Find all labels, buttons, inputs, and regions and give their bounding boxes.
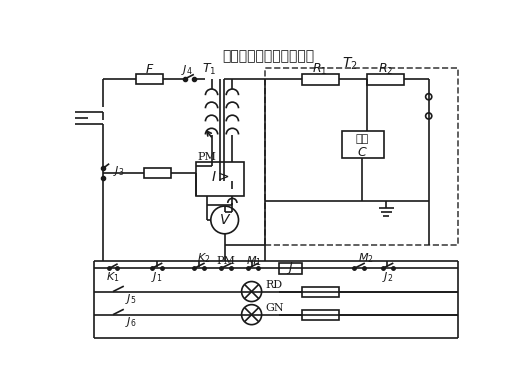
Text: 试件: 试件 [356,134,369,144]
Text: 手动升压试验装置线路图: 手动升压试验装置线路图 [223,49,314,63]
Bar [302,287,339,297]
Text: $J_1$: $J_1$ [151,270,162,284]
Text: $T_1$: $T_1$ [202,62,216,77]
Bar [302,74,339,85]
Text: $I>$: $I>$ [211,170,230,184]
Text: $V$: $V$ [219,213,231,227]
Bar [266,68,458,245]
Circle shape [425,94,432,100]
Bar [196,162,244,196]
Text: $F$: $F$ [145,63,154,76]
Text: $J_6$: $J_6$ [125,315,136,329]
Text: $J_3$: $J_3$ [113,165,124,179]
Text: $R_2$: $R_2$ [378,61,393,77]
Text: $K_2$: $K_2$ [197,251,211,265]
Circle shape [242,282,261,301]
Circle shape [425,113,432,119]
Bar [279,263,302,274]
Text: $J_2$: $J_2$ [381,270,393,284]
Bar [136,74,163,84]
Text: $M_1$: $M_1$ [246,254,262,268]
Text: $M_2$: $M_2$ [358,251,374,265]
Text: PM: PM [198,152,216,162]
Circle shape [242,305,261,325]
Bar [144,168,171,178]
Bar [302,310,339,320]
Text: $K_1$: $K_1$ [106,270,120,284]
Text: PM: PM [217,256,236,266]
Text: RD: RD [266,280,282,290]
Text: $R_1$: $R_1$ [312,61,328,77]
Bar [342,131,384,158]
Text: $T_2$: $T_2$ [342,55,358,72]
Circle shape [211,206,238,234]
Text: $J_5$: $J_5$ [125,292,136,306]
Text: $C$: $C$ [357,146,368,159]
Text: $J$: $J$ [287,261,294,277]
Text: GN: GN [266,303,284,314]
Bar [367,74,404,85]
Text: $J_4$: $J_4$ [181,63,193,77]
